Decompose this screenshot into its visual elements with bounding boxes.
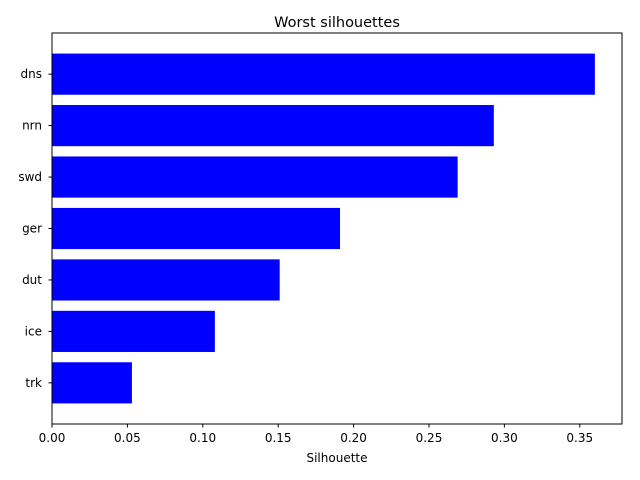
bar-trk bbox=[52, 362, 132, 404]
x-axis-label: Silhouette bbox=[306, 451, 367, 465]
y-tick-label: dut bbox=[22, 273, 42, 287]
bar-swd bbox=[52, 156, 458, 198]
x-axis: 0.00 0.05 0.10 0.15 0.20 0.25 0.30 0.35 bbox=[39, 424, 593, 445]
bar-nrn bbox=[52, 105, 494, 147]
x-tick-label: 0.25 bbox=[416, 431, 443, 445]
bar-dns bbox=[52, 53, 595, 95]
y-tick-label: swd bbox=[18, 170, 42, 184]
bar-dut bbox=[52, 259, 280, 301]
y-axis: dns nrn swd ger dut ice trk bbox=[18, 67, 52, 390]
y-tick-label: ger bbox=[22, 222, 42, 236]
y-tick-label: trk bbox=[25, 376, 42, 390]
x-tick-label: 0.05 bbox=[114, 431, 141, 445]
x-tick-label: 0.10 bbox=[189, 431, 216, 445]
x-tick-label: 0.00 bbox=[39, 431, 66, 445]
x-tick-label: 0.15 bbox=[265, 431, 292, 445]
y-tick-label: nrn bbox=[22, 119, 42, 133]
y-tick-label: dns bbox=[21, 67, 42, 81]
x-tick-label: 0.35 bbox=[566, 431, 593, 445]
bars-group bbox=[52, 53, 595, 404]
x-tick-label: 0.20 bbox=[340, 431, 367, 445]
bar-ger bbox=[52, 207, 341, 250]
bar-ice bbox=[52, 310, 215, 352]
y-tick-label: ice bbox=[25, 324, 42, 338]
chart-title: Worst silhouettes bbox=[274, 15, 400, 31]
x-tick-label: 0.30 bbox=[491, 431, 518, 445]
